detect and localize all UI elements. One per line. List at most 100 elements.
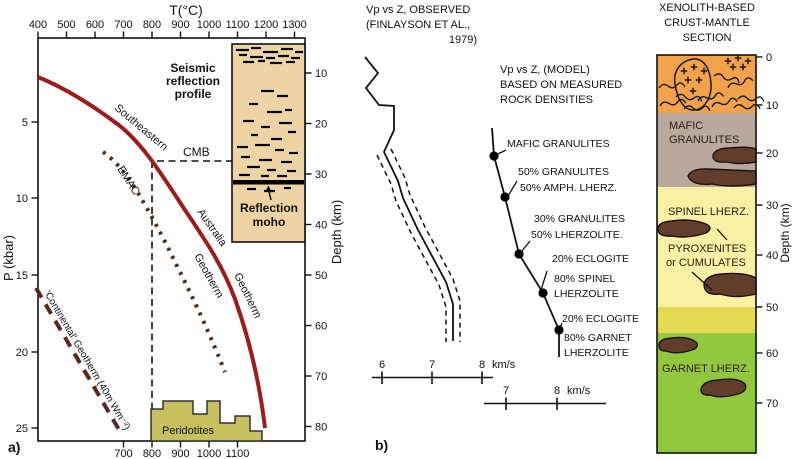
observed-axis-tick-label: 8 — [479, 359, 485, 371]
panel-a-pt-diagram: 400 500 600 700 800 900 1000 1100 1200 1… — [1, 2, 344, 459]
model-point-label: 20% ECLOGITE — [552, 253, 629, 265]
column-title-line1: XENOLITH-BASED — [659, 2, 755, 14]
model-title-line3: ROCK DENSITIES — [500, 94, 593, 106]
column-depth-tick-label: 20 — [766, 148, 778, 160]
depth-tick-label: 10 — [315, 68, 327, 80]
t-tick-label-bottom: 1100 — [226, 448, 250, 459]
t-tick-label: 700 — [114, 19, 132, 31]
t-tick-label: 1300 — [282, 19, 306, 31]
t-tick-label: 900 — [171, 19, 189, 31]
column-depth-tick-label: 30 — [766, 200, 778, 212]
t-axis-ticks-bottom — [122, 441, 239, 448]
observed-axis-tick-label: 6 — [379, 359, 385, 371]
spinel-lherz-label: SPINEL LHERZ. — [668, 206, 749, 218]
t-tick-label: 500 — [57, 19, 75, 31]
p-tick-label: 10 — [16, 193, 28, 205]
model-point-label: 80% SPINEL — [554, 273, 615, 285]
seismic-reflection-inset: Reflection moho — [231, 43, 306, 243]
t-tick-label-bottom: 1000 — [197, 448, 221, 459]
model-point-label: MAFIC GRANULITES — [507, 138, 610, 150]
se-australia-geotherm-curve — [37, 75, 267, 429]
column-depth-ticks — [756, 56, 763, 404]
peridotites-histogram — [150, 400, 263, 442]
observed-title-line2: (FINLAYSON ET AL., — [366, 19, 470, 31]
model-vp-points — [489, 151, 564, 335]
emac-geotherm-curve — [101, 150, 227, 373]
model-title-line2: BASED ON MEASURED — [500, 79, 622, 91]
observed-vp-curve — [364, 56, 454, 341]
depth-axis-ticks — [305, 72, 312, 428]
model-point-label: 50% LHERZOLITE. — [531, 229, 623, 241]
model-point-label: 20% ECLOGITE — [562, 313, 639, 325]
upper-crust-pattern — [658, 54, 766, 113]
model-vp-line — [491, 127, 560, 357]
depth-tick-label: 50 — [315, 270, 327, 282]
seismic-profile-title-line3: profile — [175, 87, 212, 101]
curve-label-geotherm-red: Geotherm — [231, 271, 263, 320]
panel-b-vp-profiles: Vp vs Z, OBSERVED (FINLAYSON ET AL., 197… — [364, 4, 639, 453]
pyroxenites-label-line1: PYROXENITES — [668, 243, 746, 255]
model-point-label: LHERZOLITE — [554, 288, 619, 300]
column-depth-tick-label: 70 — [766, 398, 778, 410]
t-tick-label-bottom: 700 — [114, 448, 132, 459]
seismic-reflections-pattern — [236, 46, 303, 193]
p-tick-label: 25 — [16, 423, 28, 435]
depth-tick-label: 60 — [315, 321, 327, 333]
t-axis-title: T(°C) — [169, 2, 203, 18]
t-tick-label: 1000 — [197, 19, 221, 31]
curve-label-emac: EMAC — [114, 164, 141, 197]
depth-tick-label: 80 — [315, 422, 327, 434]
observed-title-line3: 1979) — [449, 34, 477, 46]
column-depth-tick-label: 60 — [766, 348, 778, 360]
column-frame — [656, 54, 757, 454]
p-tick-label: 5 — [22, 117, 28, 129]
pyroxenites-label-line2: or CUMULATES — [666, 257, 746, 269]
curve-label-australia: Australia — [195, 207, 230, 250]
observed-title-line1: Vp vs Z, OBSERVED — [366, 4, 470, 16]
panel-a-label: a) — [8, 439, 20, 455]
t-tick-label-bottom: 900 — [171, 448, 189, 459]
cmb-label: CMB — [183, 145, 210, 159]
t-tick-label: 800 — [143, 19, 161, 31]
model-point-eclogite-spinel-lherzolite — [538, 288, 548, 298]
layer-transition-band — [657, 307, 756, 333]
model-axis-unit: km/s — [567, 385, 591, 397]
observed-vp-lower-bound — [376, 154, 447, 342]
observed-vp-upper-bound — [390, 148, 461, 342]
depth-tick-label: 20 — [315, 119, 327, 131]
column-leader-lines — [691, 228, 728, 291]
model-velocity-axis: 7 8 km/s — [484, 385, 606, 410]
depth-tick-label: 40 — [315, 220, 327, 232]
t-tick-label: 1200 — [254, 19, 278, 31]
column-depth-tick-label: 0 — [766, 52, 772, 64]
model-point-label: 50% AMPH. LHERZ. — [520, 182, 617, 194]
model-point-granulites-amph-lherz — [500, 192, 510, 202]
panel-b-label: b) — [375, 437, 388, 453]
model-point-label: 50% GRANULITES — [518, 166, 609, 178]
xenolith-crust-mantle-column: XENOLITH-BASED CRUST-MANTLE SECTION — [656, 2, 792, 454]
p-tick-label: 15 — [16, 270, 28, 282]
model-point-eclogite-garnet-lherzolite — [554, 325, 564, 335]
model-axis-tick-label: 8 — [554, 385, 560, 397]
column-depth-axis-title: Depth (km) — [778, 203, 792, 262]
seismic-profile-title-line1: Seismic — [170, 61, 216, 75]
model-point-label: 80% GARNET — [564, 332, 632, 344]
model-label-leader-lines — [497, 149, 563, 330]
mafic-granulites-label-line2: GRANULITES — [669, 134, 739, 146]
column-depth-tick-label: 40 — [766, 250, 778, 262]
model-axis-tick-label: 7 — [503, 385, 509, 397]
reflection-moho-label-line1: Reflection — [240, 201, 298, 215]
column-depth-tick-label: 10 — [766, 100, 778, 112]
column-depth-tick-label: 50 — [766, 302, 778, 314]
model-point-label: 30% GRANULITES — [534, 213, 625, 225]
column-title-line3: SECTION — [683, 32, 732, 44]
reflection-moho-label-line2: moho — [253, 215, 286, 229]
column-title-line2: CRUST-MANTLE — [664, 17, 750, 29]
continental-geotherm-line — [34, 286, 123, 435]
observed-velocity-axis: 6 7 8 km/s — [372, 359, 516, 384]
model-point-label: LHERZOLITE — [564, 347, 629, 359]
garnet-lherz-label: GARNET LHERZ. — [662, 363, 750, 375]
granitoid-pluton-outline — [673, 58, 712, 111]
t-tick-label: 400 — [29, 19, 47, 31]
